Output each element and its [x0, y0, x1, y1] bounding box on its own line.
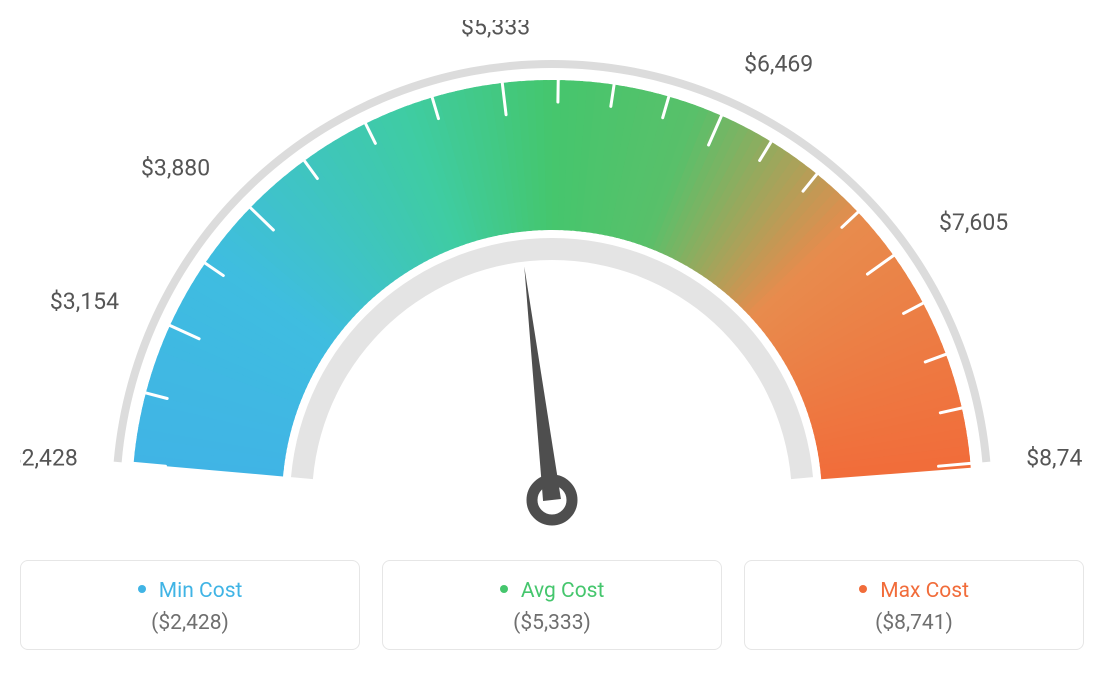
cost-gauge-chart: $2,428 $3,154 $3,880 $5,333 $6,469 $7,605 $8,7…: [20, 20, 1084, 540]
svg-text:$3,880: $3,880: [141, 155, 210, 182]
legend-label-max: Max Cost: [755, 579, 1073, 603]
legend-value-avg: ($5,333): [393, 611, 711, 635]
legend-card-avg: Avg Cost ($5,333): [382, 560, 722, 650]
legend-value-min: ($2,428): [31, 611, 349, 635]
legend-text-avg: Avg Cost: [521, 579, 605, 603]
legend-card-max: Max Cost ($8,741): [744, 560, 1084, 650]
dot-icon: [500, 585, 508, 593]
svg-text:$2,428: $2,428: [20, 445, 78, 472]
svg-text:$6,469: $6,469: [744, 50, 813, 77]
svg-text:$7,605: $7,605: [939, 209, 1008, 236]
svg-text:$8,741: $8,741: [1026, 445, 1084, 472]
legend-text-min: Min Cost: [159, 579, 243, 603]
legend-row: Min Cost ($2,428) Avg Cost ($5,333) Max …: [20, 560, 1084, 650]
svg-text:$3,154: $3,154: [50, 288, 119, 315]
dot-icon: [859, 585, 867, 593]
legend-text-max: Max Cost: [880, 579, 969, 603]
legend-value-max: ($8,741): [755, 611, 1073, 635]
svg-text:$5,333: $5,333: [461, 20, 530, 40]
dot-icon: [138, 585, 146, 593]
legend-label-avg: Avg Cost: [393, 579, 711, 603]
legend-card-min: Min Cost ($2,428): [20, 560, 360, 650]
legend-label-min: Min Cost: [31, 579, 349, 603]
